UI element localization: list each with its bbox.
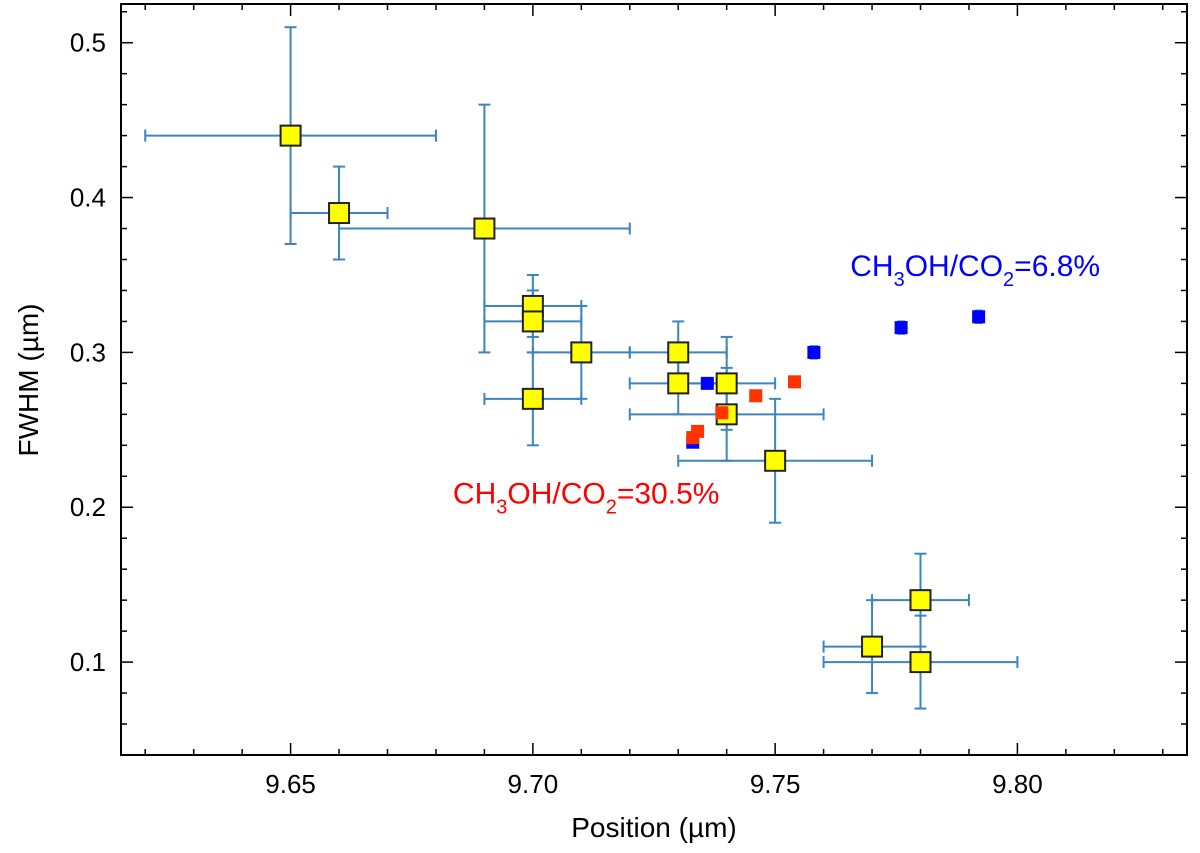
blue-model-marker bbox=[894, 321, 908, 335]
blue-model-marker bbox=[807, 345, 821, 359]
observation-marker bbox=[279, 124, 302, 147]
annotation-red-value: =30.5% bbox=[617, 477, 720, 510]
observation-marker bbox=[667, 372, 690, 395]
annotation-red-sub-3: 3 bbox=[496, 496, 507, 518]
x-tick-label: 9.80 bbox=[992, 769, 1043, 799]
y-tick-label: 0.4 bbox=[70, 183, 106, 213]
observation-marker bbox=[861, 635, 884, 658]
y-tick-label: 0.3 bbox=[70, 337, 106, 367]
axis-ticks bbox=[121, 4, 1187, 756]
blue-model-marker bbox=[972, 310, 986, 324]
observation-marker bbox=[521, 310, 544, 333]
observation-marker bbox=[909, 651, 932, 674]
x-axis-label: Position (µm) bbox=[571, 812, 737, 843]
x-tick-label: 9.70 bbox=[508, 769, 559, 799]
observation-marker bbox=[667, 341, 690, 364]
annotation-blue-sub-3: 3 bbox=[894, 269, 905, 291]
plot-frame bbox=[120, 3, 1188, 756]
x-tick-labels: 9.65 9.70 9.75 9.80 bbox=[265, 769, 1042, 799]
y-tick-label: 0.2 bbox=[70, 492, 106, 522]
observation-marker bbox=[764, 449, 787, 472]
error-bars bbox=[144, 26, 1019, 710]
annotation-blue-value: =6.8% bbox=[1014, 250, 1100, 283]
blue-model-marker bbox=[700, 376, 714, 390]
annotation-blue-sub-2: 2 bbox=[1003, 269, 1014, 291]
annotation-blue-oh-co: OH/CO bbox=[905, 250, 1003, 283]
red-model-marker bbox=[788, 375, 802, 389]
red-model-marker bbox=[715, 406, 729, 420]
red-model-marker bbox=[749, 389, 763, 403]
red-model-marker bbox=[691, 424, 705, 438]
y-axis-label: FWHM (µm) bbox=[13, 304, 44, 457]
observation-marker bbox=[473, 217, 496, 240]
annotation-red-ch: CH bbox=[453, 477, 496, 510]
y-tick-label: 0.5 bbox=[70, 28, 106, 58]
observation-marker bbox=[328, 202, 351, 225]
x-tick-label: 9.75 bbox=[750, 769, 801, 799]
annotation-red-oh-co: OH/CO bbox=[507, 477, 605, 510]
y-tick-label: 0.1 bbox=[70, 647, 106, 677]
annotation-ch3oh-co2-6-8: CH3OH/CO2=6.8% bbox=[850, 250, 1100, 291]
data-markers bbox=[279, 124, 986, 674]
x-tick-label: 9.65 bbox=[265, 769, 316, 799]
annotation-ch3oh-co2-30-5: CH3OH/CO2=30.5% bbox=[453, 477, 720, 518]
y-tick-labels: 0.1 0.2 0.3 0.4 0.5 bbox=[70, 28, 106, 677]
annotation-red-sub-2: 2 bbox=[606, 496, 617, 518]
observation-marker bbox=[909, 589, 932, 612]
observation-marker bbox=[521, 387, 544, 410]
observation-marker bbox=[715, 372, 738, 395]
observation-marker bbox=[570, 341, 593, 364]
annotation-blue-ch: CH bbox=[850, 250, 893, 283]
